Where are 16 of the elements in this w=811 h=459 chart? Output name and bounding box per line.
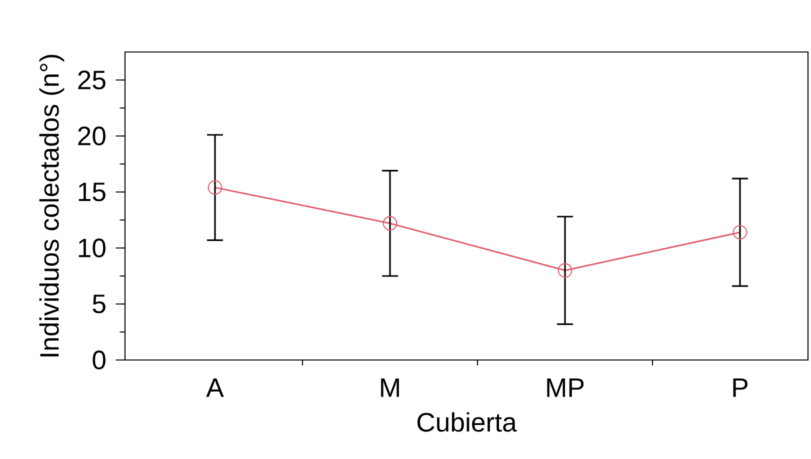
point <box>732 225 748 240</box>
y-tick-label: 0 <box>92 350 106 370</box>
y-tick-label: 20 <box>78 126 106 146</box>
x-axis-title: Cubierta <box>417 412 517 432</box>
y-tick-label: 10 <box>78 238 106 258</box>
x-tick-label: P <box>733 378 748 397</box>
point <box>558 263 572 278</box>
y-tick-label: 15 <box>78 182 106 202</box>
x-tick-label: MP <box>547 378 584 397</box>
point <box>382 216 398 231</box>
point <box>208 180 222 195</box>
y-axis-title: Individuos colectados (n°) <box>39 54 64 356</box>
y-tick-label: 5 <box>92 294 106 314</box>
x-tick-label: M <box>381 378 399 397</box>
x-tick-label: A <box>206 378 224 397</box>
y-tick-label: 25 <box>78 70 106 90</box>
